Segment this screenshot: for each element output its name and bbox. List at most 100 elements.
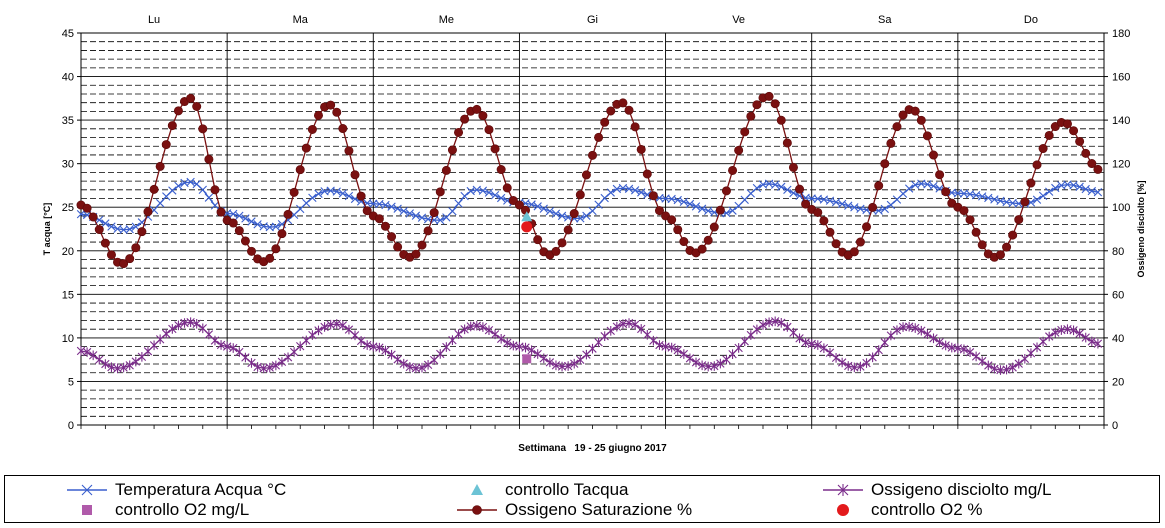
star-marker [436,349,445,359]
circle-marker [1044,130,1054,140]
square-marker [522,354,532,364]
circle-marker [472,104,482,114]
star-marker [82,347,92,357]
star-marker [125,360,134,371]
star-marker [88,350,98,361]
star-marker [484,325,494,335]
circle-marker [880,159,890,169]
x-marker [399,206,408,216]
circle-marker [234,226,244,236]
x-marker [582,211,591,220]
circle-marker [1093,164,1103,174]
x-marker [484,188,494,197]
circle-marker [143,207,153,217]
star-marker [710,361,719,371]
x-marker [728,206,737,215]
circle-marker [344,146,354,156]
x-marker [783,185,792,195]
star-marker [570,358,579,369]
y-tick-label: 0 [68,420,74,432]
star-marker [673,345,682,355]
star-marker [606,326,615,336]
circle-marker [813,207,823,217]
circle-marker [587,150,597,160]
star-marker [1069,325,1078,336]
y-tick-label: 45 [62,28,74,40]
circle-marker [326,100,336,110]
circle-marker [697,244,707,254]
star-marker [825,347,835,358]
x-marker [844,201,853,210]
y2-tick-label: 160 [1112,72,1130,84]
star-marker [984,360,993,371]
circle-marker [855,237,865,247]
x-marker [125,225,134,234]
star-marker [795,333,804,344]
x-marker [880,204,889,214]
circle-marker [746,111,756,121]
circle-marker [137,227,147,237]
star-marker [649,335,658,346]
y-tick-label: 15 [62,289,74,301]
legend-label: Temperatura Acqua °C [115,480,287,499]
star-marker [539,353,548,364]
circle-marker [1081,148,1091,158]
y2-tick-label: 140 [1112,115,1130,127]
star-marker [296,341,305,351]
x-marker [229,209,238,219]
circle-marker [454,127,464,137]
chart-svg: 0 5 10 15 20 25 30 35 40 45 0 20 40 60 80 100 120 140 160 1… [42,14,1146,454]
star-marker [533,349,542,359]
star-marker [801,337,810,348]
y2-tick-label: 40 [1112,333,1124,345]
star-marker [1032,342,1042,353]
x-marker [204,193,214,202]
x-marker [545,207,555,216]
x-marker [155,198,165,208]
star-marker [308,330,317,340]
circle-marker [679,237,689,247]
circle-marker [210,185,220,195]
circle-marker [898,110,908,120]
circle-marker [496,165,506,175]
day-label: Lu [148,14,160,26]
circle-marker [161,140,171,150]
y-tick-label: 35 [62,115,74,127]
star-marker [210,335,220,346]
star-marker [387,349,396,360]
series-line [80,95,1099,265]
star-marker [302,335,311,346]
x-marker [533,202,542,211]
star-marker [837,357,847,368]
circle-marker [959,206,969,216]
star-marker [423,359,433,370]
circle-marker [167,121,177,131]
dot-marker [521,221,533,233]
x-marker [752,183,762,193]
circle-marker [849,247,859,257]
circle-marker [216,207,226,217]
x-marker [551,209,561,218]
x-marker [1081,184,1090,194]
circle-marker [910,106,920,116]
star-marker [1087,336,1097,347]
circle-marker [764,91,774,101]
circle-marker [1002,242,1012,252]
circle-marker [618,98,628,108]
star-marker [356,336,366,346]
y2-tick-label: 0 [1112,420,1118,432]
circle-marker [594,132,604,142]
circle-marker [868,202,878,212]
star-marker [162,328,171,339]
day-label: Do [1024,14,1038,26]
circle-marker [825,227,835,237]
circle-marker [721,186,731,196]
x-marker [1045,187,1054,196]
circle-marker [831,239,841,249]
x-marker [637,188,646,197]
star-marker [819,343,829,353]
circle-marker [600,117,610,127]
star-marker [247,358,256,368]
circle-marker [569,209,579,219]
circle-marker [435,187,445,197]
